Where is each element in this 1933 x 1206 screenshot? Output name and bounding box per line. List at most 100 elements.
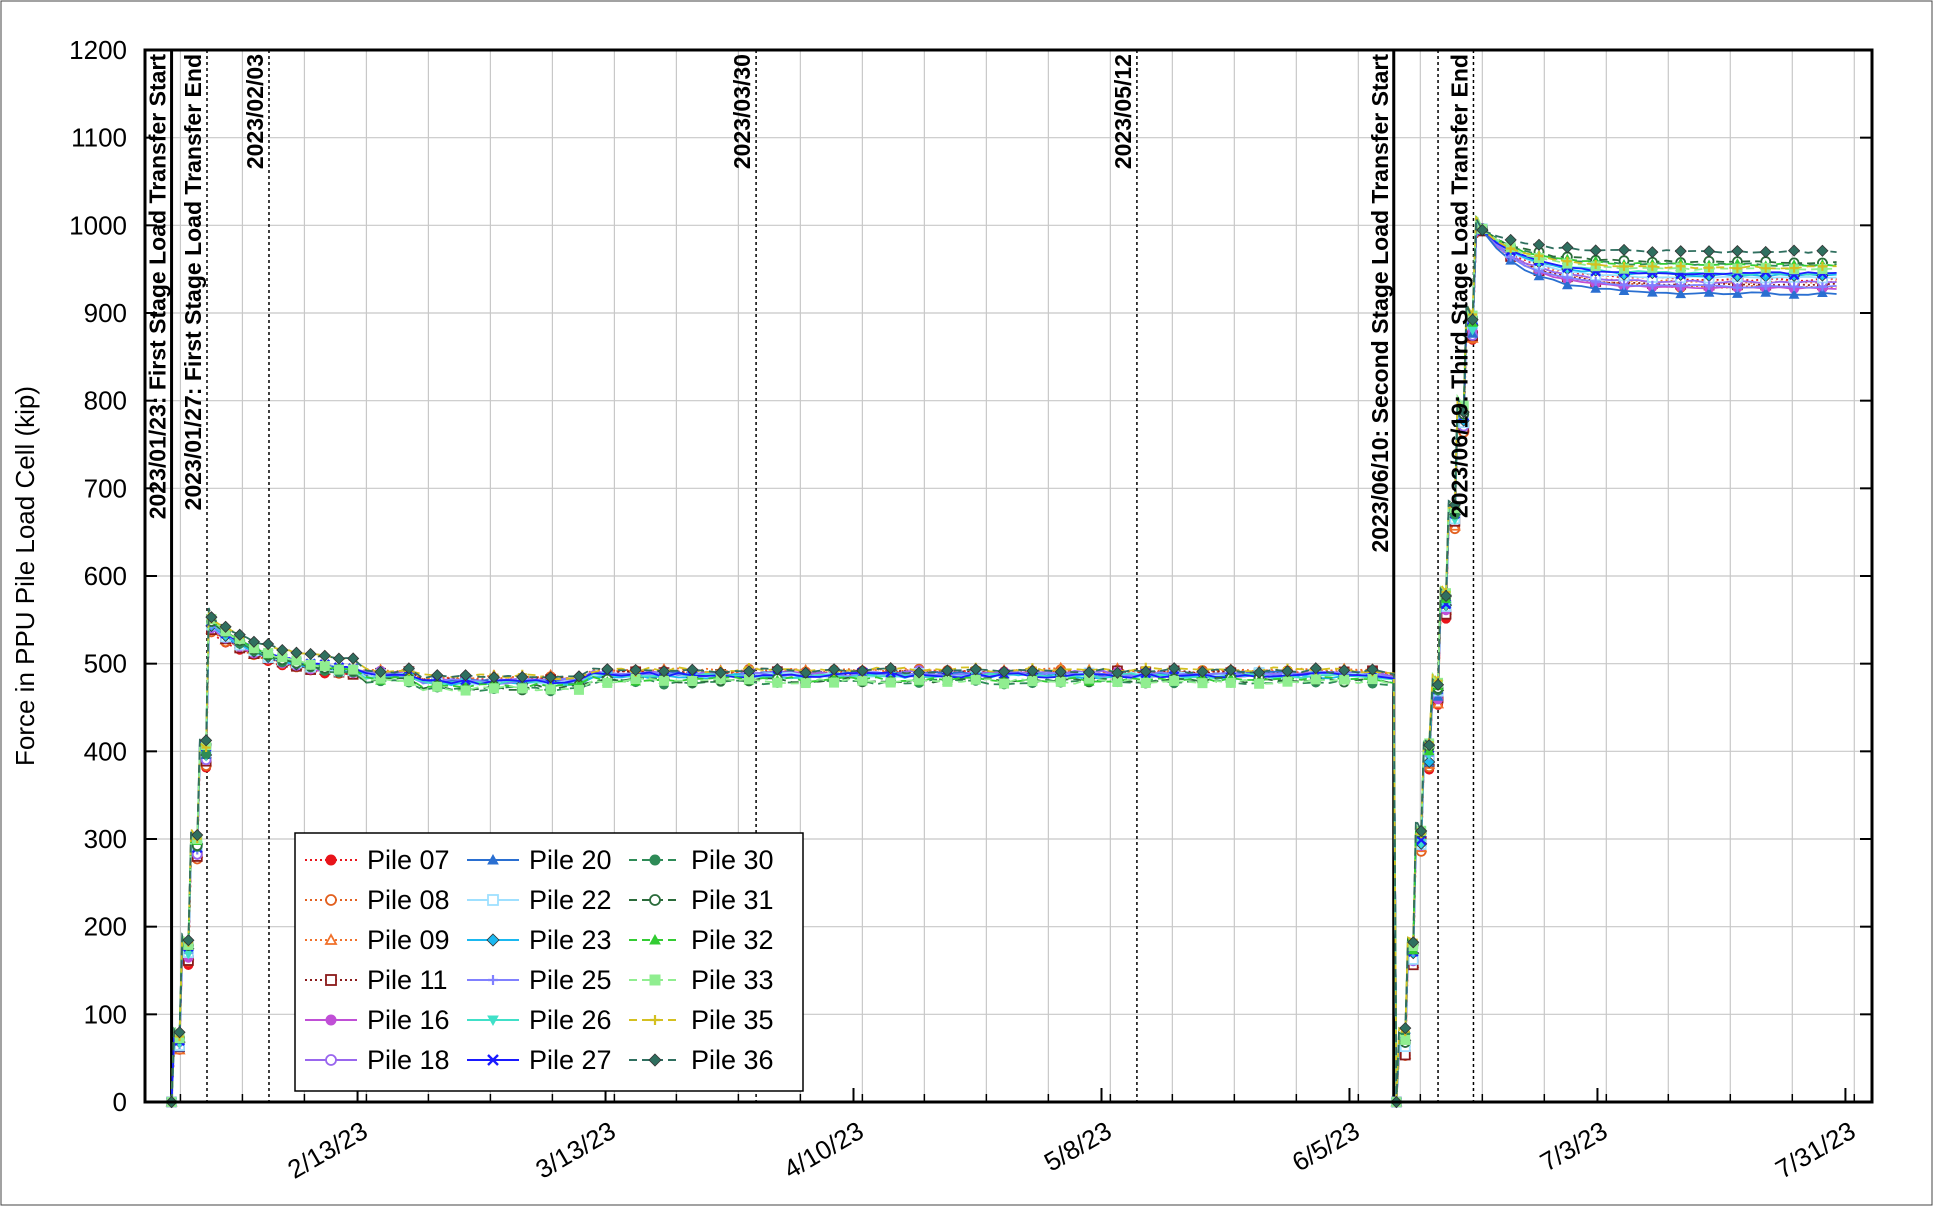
data-point	[1732, 288, 1743, 298]
y-tick-label: 900	[84, 298, 127, 328]
data-point	[1169, 675, 1180, 686]
data-point	[459, 669, 472, 682]
data-point	[1423, 755, 1436, 769]
legend-entry: Pile 22	[467, 885, 612, 915]
data-point	[1619, 280, 1629, 290]
legend-swatch-marker	[325, 1014, 337, 1026]
data-point	[1761, 263, 1771, 273]
legend-label: Pile 27	[529, 1045, 612, 1075]
data-point	[1675, 288, 1687, 299]
data-point	[1817, 261, 1827, 271]
data-point	[1054, 665, 1067, 678]
data-point	[1534, 251, 1544, 261]
data-point	[1647, 280, 1657, 290]
data-point	[1254, 678, 1265, 689]
legend-label: Pile 09	[367, 925, 450, 955]
data-point	[602, 677, 613, 688]
legend-entry: Pile 35	[629, 1005, 774, 1035]
data-point	[714, 666, 727, 679]
data-point	[517, 683, 528, 694]
data-point	[1423, 739, 1436, 752]
data-point	[1589, 244, 1602, 257]
legend-label: Pile 22	[529, 885, 612, 915]
data-point	[247, 635, 260, 648]
data-point	[348, 664, 359, 675]
legend-swatch-marker	[488, 975, 498, 985]
data-point	[374, 665, 387, 678]
legend-swatch-marker	[487, 853, 499, 865]
legend-entry: Pile 08	[305, 885, 450, 915]
event-annotation: 2023/03/30	[729, 54, 755, 169]
data-point	[1676, 281, 1686, 291]
data-point	[799, 666, 812, 679]
data-point	[1788, 289, 1800, 299]
data-point	[516, 670, 529, 684]
data-point	[1282, 676, 1293, 687]
data-point	[544, 671, 557, 684]
legend: Pile 07 Pile 08 Pile 09 Pile 11 Pile 16 Pile …	[294, 832, 804, 1092]
data-point	[1476, 223, 1489, 237]
data-point	[1504, 233, 1517, 246]
data-point	[1817, 287, 1828, 297]
data-point	[1431, 678, 1445, 691]
data-point	[857, 675, 868, 686]
data-point	[1338, 664, 1351, 677]
data-point	[276, 643, 289, 657]
data-point	[262, 637, 275, 651]
legend-swatch-marker	[649, 894, 661, 906]
data-point	[1619, 262, 1629, 272]
data-point	[318, 649, 331, 662]
data-point	[1703, 287, 1715, 297]
data-point	[403, 676, 414, 687]
data-point	[487, 671, 501, 684]
legend-label: Pile 32	[691, 925, 774, 955]
data-point	[912, 666, 926, 679]
legend-label: Pile 20	[529, 845, 612, 875]
event-annotation: 2023/01/23: First Stage Load Transfer St…	[145, 54, 171, 520]
event-annotation: 2023/06/19: Third Stage Load Transfer En…	[1446, 54, 1472, 518]
data-point	[1281, 665, 1294, 678]
data-point	[657, 665, 671, 678]
data-point	[969, 663, 982, 676]
legend-swatch-marker	[325, 974, 337, 986]
legend-label: Pile 30	[691, 845, 774, 875]
legend-label: Pile 07	[367, 845, 450, 875]
data-point	[1647, 261, 1657, 271]
data-point	[1310, 674, 1321, 685]
data-point	[1676, 261, 1686, 271]
data-point	[1562, 273, 1572, 283]
legend-label: Pile 33	[691, 965, 774, 995]
y-tick-label: 1000	[69, 210, 127, 240]
legend-swatch-marker	[649, 854, 661, 866]
data-point	[1309, 662, 1322, 675]
data-point	[1732, 283, 1742, 293]
data-point	[305, 659, 316, 670]
data-point	[772, 677, 783, 688]
legend-label: Pile 26	[529, 1005, 612, 1035]
data-point	[1055, 676, 1066, 687]
data-point	[800, 678, 811, 689]
data-point	[885, 677, 896, 688]
data-point	[1704, 263, 1714, 273]
legend-entry: Pile 23	[467, 925, 612, 955]
data-point	[319, 660, 330, 671]
data-point	[1027, 676, 1038, 687]
legend-label: Pile 25	[529, 965, 612, 995]
y-tick-label: 600	[84, 561, 127, 591]
event-annotation: 2023/01/27: First Stage Load Transfer En…	[180, 54, 206, 510]
data-point	[1196, 665, 1209, 678]
y-axis-ticks: 0 100 200 300 400 500 600 700 800 900 1000 1100 1200	[69, 35, 1872, 1117]
data-point	[432, 681, 443, 692]
y-tick-label: 1100	[71, 123, 127, 153]
data-point	[1533, 270, 1545, 281]
data-point	[1415, 824, 1428, 838]
y-tick-label: 800	[84, 386, 127, 416]
data-point	[1704, 280, 1714, 290]
legend-label: Pile 36	[691, 1045, 774, 1075]
data-point	[1400, 1034, 1411, 1045]
data-point	[1618, 285, 1630, 295]
data-point	[1140, 677, 1151, 688]
data-point	[205, 611, 218, 624]
